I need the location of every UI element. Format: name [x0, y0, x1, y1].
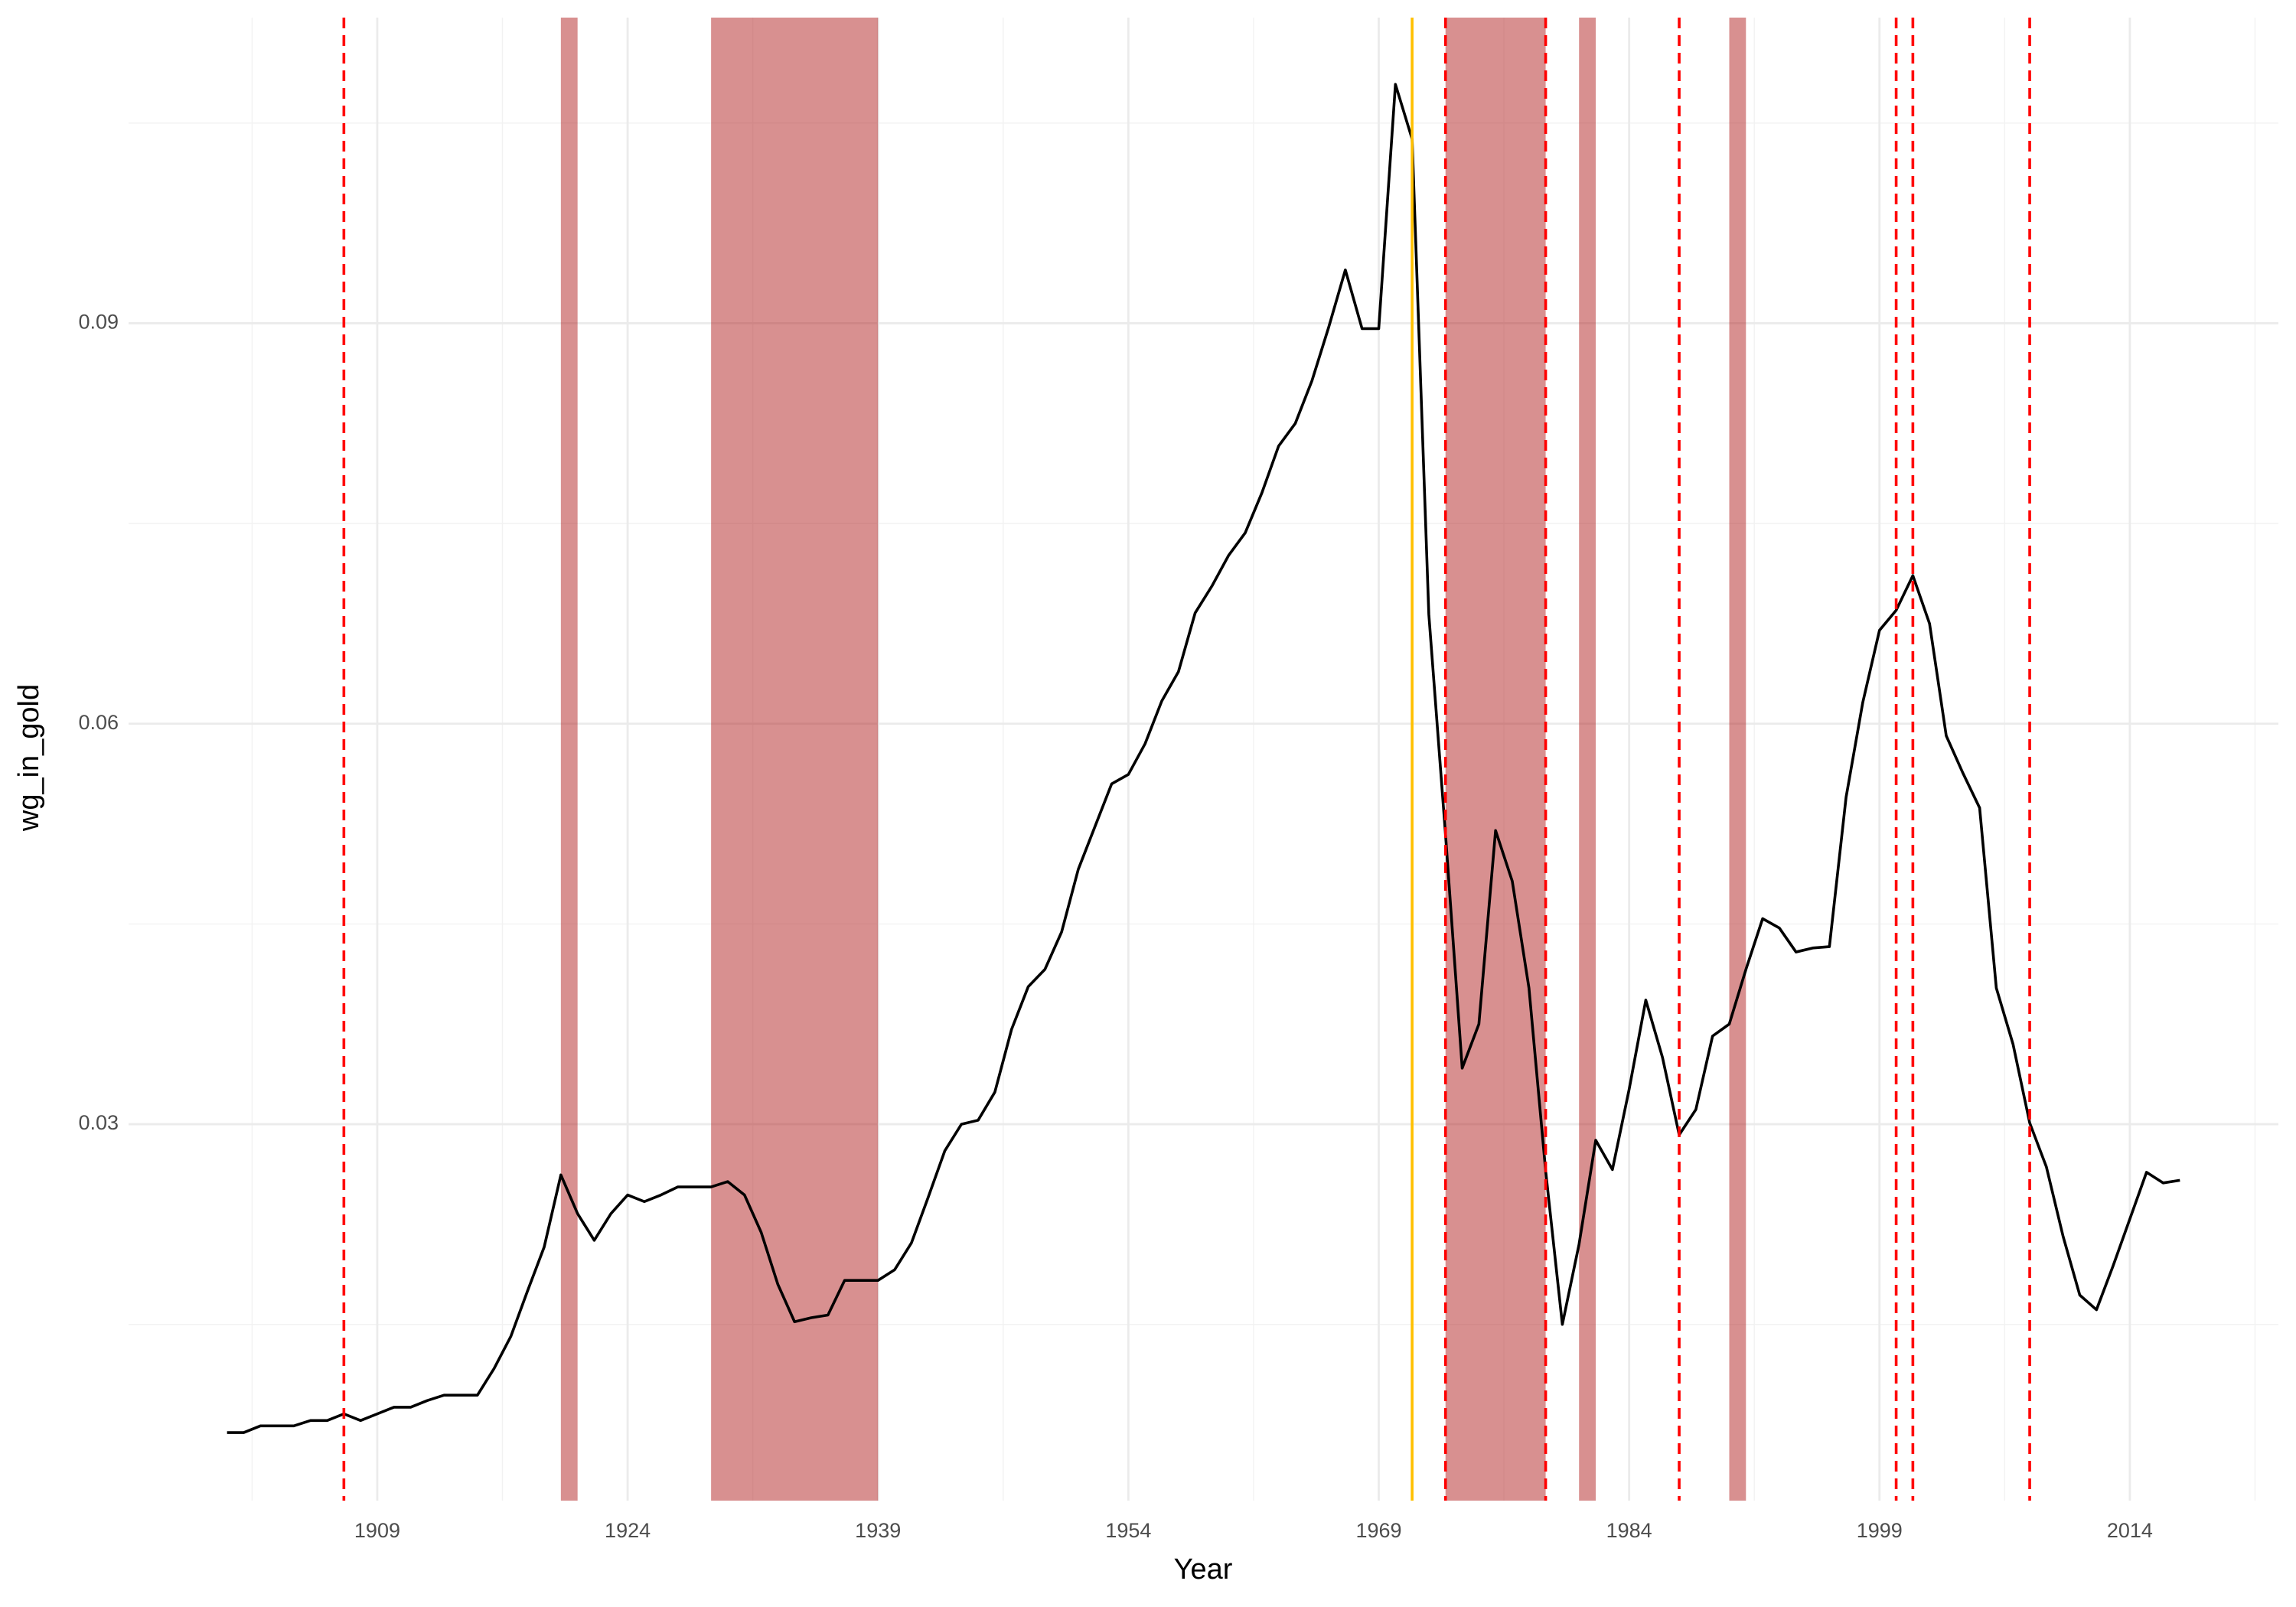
shaded-period	[1729, 18, 1746, 1501]
data-line	[227, 83, 2180, 1434]
x-tick-label: 1984	[1606, 1519, 1652, 1542]
shaded-period	[1579, 18, 1596, 1501]
x-tick-label: 1999	[1857, 1519, 1903, 1542]
x-tick-label: 1939	[855, 1519, 901, 1542]
y-tick-label: 0.09	[78, 311, 119, 334]
x-tick-label: 2014	[2107, 1519, 2153, 1542]
x-axis-title: Year	[1174, 1553, 1233, 1586]
x-tick-label: 1969	[1355, 1519, 1401, 1542]
y-tick-label: 0.03	[78, 1111, 119, 1134]
y-axis-title: wg_in_gold	[13, 684, 45, 832]
x-tick-label: 1909	[354, 1519, 400, 1542]
shaded-period	[560, 18, 578, 1501]
x-tick-label: 1954	[1105, 1519, 1151, 1542]
shaded-period	[1445, 18, 1546, 1501]
y-tick-label: 0.06	[78, 711, 119, 734]
x-tick-label: 1924	[605, 1519, 651, 1542]
shaded-period	[711, 18, 879, 1501]
